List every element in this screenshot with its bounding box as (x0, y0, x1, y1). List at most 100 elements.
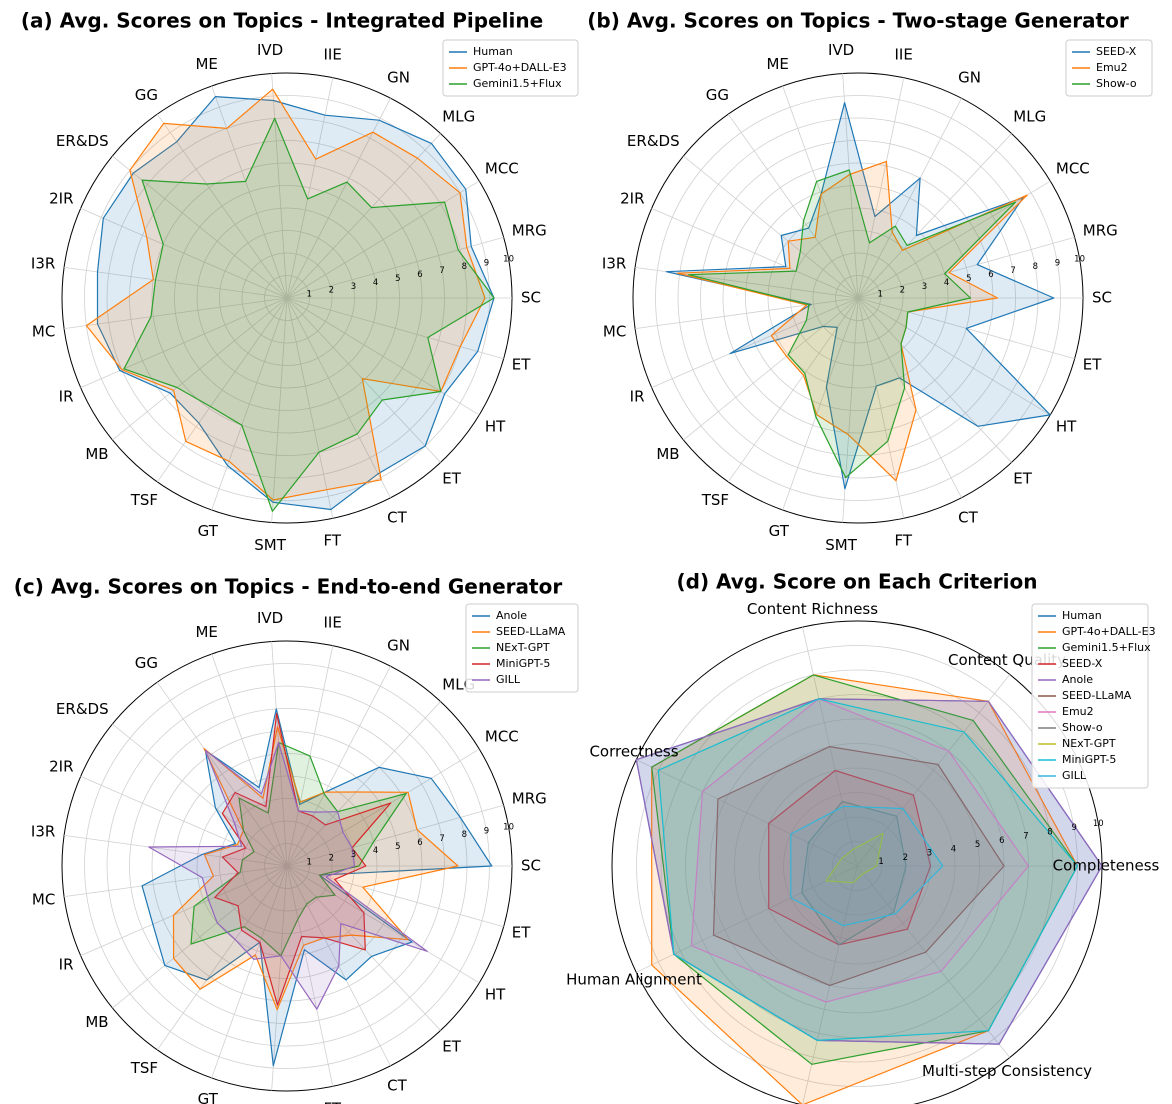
grid-spoke (80, 865, 288, 957)
category-label-completeness: Completeness (1053, 857, 1160, 875)
panel-a-integrated-pipeline: (a) Avg. Scores on Topics - Integrated P… (21, 9, 579, 554)
legend-label-seed-x: SEED-X (1062, 657, 1103, 670)
category-label-sc: SC (521, 857, 541, 875)
grid-spoke (64, 834, 288, 867)
legend-label-gemini1-5-flux: Gemini1.5+Flux (1062, 641, 1151, 654)
radial-tick-label: 10 (1093, 819, 1104, 829)
radial-tick-label: 10 (503, 822, 514, 832)
legend-label-show-o: Show-o (1096, 77, 1137, 90)
category-label-ct: CT (387, 509, 407, 527)
category-label-i3r: I3R (31, 255, 55, 273)
legend-label-emu2: Emu2 (1062, 705, 1094, 718)
grid-spoke (271, 865, 288, 1091)
grid-spoke (211, 85, 288, 299)
panel-b-two-stage-generator: (b) Avg. Scores on Topics - Two-stage Ge… (587, 9, 1153, 554)
radial-tick-label: 8 (462, 830, 467, 840)
category-label-ht: HT (1056, 417, 1077, 435)
category-label-2ir: 2IR (620, 190, 644, 208)
category-label-ir: IR (59, 955, 74, 973)
category-label-et: ET (1013, 470, 1032, 488)
category-label-gg: GG (135, 86, 158, 104)
panel-title: (b) Avg. Scores on Topics - Two-stage Ge… (587, 9, 1129, 33)
series-gill (148, 741, 428, 1010)
grid-spoke (856, 865, 1011, 1058)
category-label-sc: SC (521, 289, 541, 307)
grid-spoke (286, 236, 504, 299)
grid-spoke (112, 297, 288, 441)
series-gill (790, 805, 944, 927)
category-label-er-ds: ER&DS (627, 132, 680, 150)
category-label-mcc: MCC (485, 160, 519, 178)
legend: Anole SEED-LLaMA NExT-GPT MiniGPT-5 GILL (465, 603, 579, 693)
grid-spoke (286, 748, 480, 867)
series-human (96, 95, 495, 511)
grid-spoke (636, 759, 858, 867)
radial-tick-label: 1 (877, 290, 882, 300)
grid-spoke (651, 207, 859, 299)
radial-tick-label: 5 (395, 842, 400, 852)
category-label-ft: FT (895, 531, 913, 549)
category-label-tsf: TSF (701, 491, 729, 509)
series-minigpt-5 (657, 698, 1079, 1042)
category-label-ir: IR (630, 387, 645, 405)
legend-label-next-gpt: NExT-GPT (1062, 737, 1116, 750)
category-label-mc: MC (32, 322, 55, 340)
grid-spoke (156, 681, 288, 867)
series-seed-llama (172, 726, 459, 1011)
legend-label-emu2: Emu2 (1096, 61, 1128, 74)
series-seed-llama (712, 745, 1005, 987)
grid-spoke (211, 297, 288, 511)
category-label-gg: GG (135, 654, 158, 672)
series-next-gpt (190, 741, 407, 957)
grid-spoke (857, 133, 1012, 299)
grid-spoke (286, 666, 391, 867)
series-show-o (801, 800, 907, 946)
category-label-ht: HT (485, 417, 506, 435)
category-label-human-alignment: Human Alignment (566, 971, 702, 989)
radial-tick-label: 3 (351, 282, 356, 292)
legend-box (1031, 603, 1149, 789)
grid-spoke (857, 236, 1075, 299)
category-label-iie: IIE (895, 46, 913, 64)
grid-spoke (286, 297, 334, 519)
legend-label-gpt-4o-dall-e3: GPT-4o+DALL-E3 (1062, 625, 1156, 638)
grid-spoke (636, 865, 858, 973)
category-label-mb: MB (85, 445, 108, 463)
legend-label-gill: GILL (1062, 769, 1087, 782)
radial-tick-label: 9 (1055, 258, 1060, 268)
grid-spoke (286, 865, 441, 1031)
radial-tick-label: 4 (373, 278, 378, 288)
legend-label-show-o: Show-o (1062, 721, 1103, 734)
category-label-me: ME (195, 623, 217, 641)
category-label-mcc: MCC (485, 728, 519, 746)
grid-spoke (857, 297, 1051, 416)
radial-tick-label: 7 (439, 266, 444, 276)
category-label-et: ET (512, 355, 531, 373)
category-label-me: ME (766, 55, 788, 73)
grid-spoke (80, 207, 288, 299)
legend-label-anole: Anole (1062, 673, 1093, 686)
grid-spoke (211, 865, 288, 1079)
grid-spoke (286, 297, 504, 360)
radial-tick-label: 5 (966, 274, 971, 284)
category-label-gt: GT (198, 1090, 219, 1104)
series-next-gpt (825, 832, 884, 884)
category-label-tsf: TSF (130, 491, 158, 509)
legend-box (442, 39, 579, 97)
grid-spoke (857, 77, 905, 299)
panel-title: (a) Avg. Scores on Topics - Integrated P… (21, 9, 543, 33)
category-label-gn: GN (387, 636, 410, 654)
legend-label-human: Human (473, 45, 513, 58)
grid-spoke (156, 865, 288, 1051)
grid-spoke (286, 297, 441, 463)
category-label-ivd: IVD (257, 609, 283, 627)
grid-spoke (857, 98, 962, 299)
category-label-ivd: IVD (828, 41, 854, 59)
legend-label-minigpt-5: MiniGPT-5 (1062, 753, 1116, 766)
category-label-ft: FT (324, 1099, 342, 1104)
category-label-gn: GN (387, 68, 410, 86)
grid-spoke (286, 133, 441, 299)
category-label-ht: HT (485, 985, 506, 1003)
grid-spoke (112, 723, 288, 867)
radial-tick-label: 8 (1047, 828, 1052, 838)
